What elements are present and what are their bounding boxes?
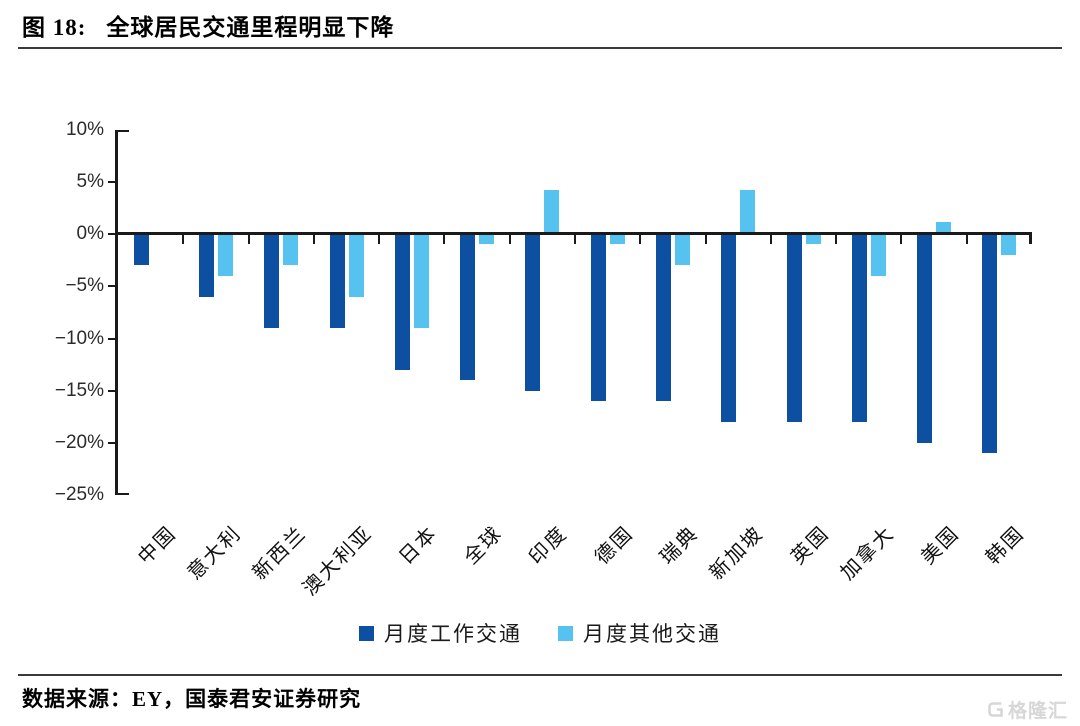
x-axis-tick bbox=[378, 235, 381, 244]
y-axis-tick bbox=[108, 180, 116, 183]
x-axis-tick bbox=[508, 235, 511, 244]
y-axis-tick-label: 0% bbox=[76, 223, 104, 244]
y-axis-tick-label: −15% bbox=[54, 379, 104, 401]
figure-number: 图 18: bbox=[22, 15, 87, 40]
bar-work-transit bbox=[721, 234, 737, 423]
y-axis-tick-label: −25% bbox=[54, 484, 104, 506]
legend-item: 月度其他交通 bbox=[558, 618, 721, 648]
page-title: 全球居民交通里程明显下降 bbox=[106, 15, 395, 40]
x-axis-tick bbox=[900, 235, 903, 244]
y-axis-bottom-cap bbox=[115, 493, 129, 496]
gelonghui-logo-icon bbox=[988, 702, 1003, 717]
bar-work-transit bbox=[786, 234, 802, 423]
y-axis-tick bbox=[108, 337, 116, 340]
bar-other-transit bbox=[1001, 234, 1017, 255]
y-axis-line bbox=[115, 129, 118, 496]
bar-other-transit bbox=[413, 234, 429, 329]
y-axis-tick-label: 10% bbox=[65, 118, 104, 140]
y-axis-tick-label: 5% bbox=[76, 170, 104, 192]
bar-work-transit bbox=[133, 234, 149, 266]
bar-other-transit bbox=[479, 234, 495, 245]
bar-other-transit bbox=[217, 234, 233, 276]
bar-other-transit bbox=[544, 190, 560, 232]
legend-label: 月度工作交通 bbox=[384, 622, 522, 646]
legend-swatch bbox=[558, 625, 573, 641]
x-axis-tick bbox=[639, 235, 642, 244]
legend-swatch bbox=[359, 625, 374, 641]
bar-work-transit bbox=[198, 234, 214, 297]
bar-work-transit bbox=[329, 234, 345, 329]
y-axis-tick bbox=[108, 442, 116, 444]
y-axis-tick bbox=[108, 233, 116, 235]
bar-work-transit bbox=[851, 234, 867, 423]
legend-item: 月度工作交通 bbox=[359, 618, 522, 648]
bar-work-transit bbox=[460, 234, 476, 381]
x-axis-tick bbox=[443, 235, 446, 244]
x-axis-tick bbox=[835, 235, 838, 244]
legend-label: 月度其他交通 bbox=[583, 622, 721, 646]
y-axis-tick bbox=[108, 285, 116, 288]
bar-other-transit bbox=[870, 234, 886, 276]
x-axis-tick bbox=[182, 235, 185, 244]
x-axis-tick bbox=[704, 235, 707, 244]
bar-work-transit bbox=[264, 234, 280, 329]
x-axis-tick bbox=[965, 235, 968, 244]
bar-other-transit bbox=[674, 234, 690, 266]
bar-other-transit bbox=[283, 234, 299, 266]
bar-other-transit bbox=[348, 234, 364, 297]
watermark: 格隆汇 bbox=[986, 696, 1068, 723]
y-axis-tick-label: −20% bbox=[54, 432, 104, 453]
x-axis-end-tick bbox=[1029, 235, 1032, 244]
x-axis-tick bbox=[312, 235, 315, 244]
bar-work-transit bbox=[655, 234, 671, 402]
chart-legend: 月度工作交通 月度其他交通 bbox=[0, 618, 1080, 648]
bar-other-transit bbox=[740, 190, 756, 232]
x-axis-zero-line bbox=[118, 232, 1032, 235]
y-axis-tick-label: −10% bbox=[54, 327, 104, 349]
bar-other-transit bbox=[936, 221, 952, 232]
title-divider bbox=[18, 47, 1062, 49]
source-text: 数据来源：EY，国泰君安证券研究 bbox=[22, 687, 362, 711]
bar-other-transit bbox=[805, 234, 821, 245]
y-axis-tick bbox=[108, 389, 116, 392]
bar-work-transit bbox=[982, 234, 998, 454]
y-axis-top-cap bbox=[115, 129, 129, 132]
figure-header: 图 18: 全球居民交通里程明显下降 bbox=[22, 8, 394, 42]
bar-work-transit bbox=[394, 234, 410, 370]
footer-divider bbox=[18, 674, 1062, 676]
watermark-text: 格隆汇 bbox=[1007, 701, 1068, 722]
y-axis-tick-label: −5% bbox=[65, 275, 104, 297]
x-axis-tick bbox=[574, 235, 576, 244]
bar-work-transit bbox=[917, 234, 933, 443]
x-axis-tick bbox=[769, 235, 772, 244]
bar-work-transit bbox=[590, 234, 606, 402]
bar-other-transit bbox=[609, 234, 625, 245]
bar-work-transit bbox=[525, 234, 541, 391]
x-axis-tick bbox=[247, 235, 250, 244]
